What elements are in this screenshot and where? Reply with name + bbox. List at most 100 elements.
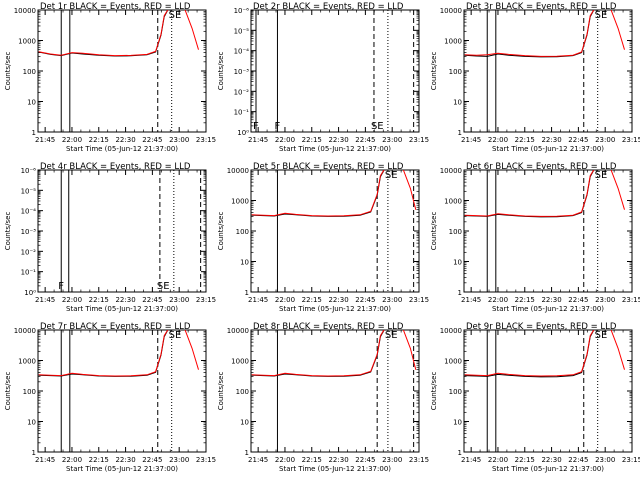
y-tick-label: 10000 [227,167,249,175]
plot-frame [250,9,420,133]
y-axis-label: Counts/sec [217,52,225,91]
x-tick-label: 21:45 [461,136,481,144]
plot-frame [250,169,420,293]
x-tick-label: 22:00 [275,456,295,464]
x-tick-label: 23:15 [622,136,640,144]
series-line-events [251,330,385,377]
y-tick-label: 10⁻² [234,88,250,96]
x-tick-label: 22:15 [89,136,109,144]
x-tick-label: 21:45 [35,456,55,464]
x-tick-label: 21:45 [35,136,55,144]
series-line-lld [251,170,417,217]
marker-label: SE [169,330,182,341]
series-line-events [464,330,595,378]
x-tick-label: 22:00 [488,136,508,144]
x-tick-label: 22:45 [142,456,162,464]
x-tick-label: 22:15 [302,456,322,464]
x-tick-label: 23:15 [196,296,216,304]
x-tick-label: 22:45 [568,456,588,464]
panel-det-9: 1 10 100 1000 10000 21:45 22:00 22:15 22:30 22:45… [430,322,640,473]
x-axis-label: Start Time (05-Jun-12 21:37:00) [66,305,178,313]
panel-title: Det 4r BLACK = Events, RED = LLD [40,162,191,172]
y-tick-label: 1 [458,449,462,457]
marker-label: F [274,121,280,132]
panel-title: Det 5r BLACK = Events, RED = LLD [253,162,404,172]
x-tick-label: 21:45 [35,296,55,304]
y-tick-label: 1000 [444,358,462,366]
marker-label: SE [595,330,608,341]
x-tick-label: 23:00 [595,136,615,144]
y-tick-label: 1000 [231,358,249,366]
plot-frame [37,169,207,293]
panel-det-7: 1 10 100 1000 10000 21:45 22:00 22:15 22:30 22:45… [4,322,216,473]
y-axis-label: Counts/sec [430,52,438,91]
x-tick-label: 22:45 [355,136,375,144]
y-tick-label: 10000 [227,327,249,335]
x-tick-label: 22:15 [302,296,322,304]
plot-frame [250,329,420,453]
series-line-lld [464,10,625,57]
y-tick-label: 10⁻³ [234,68,250,76]
x-tick-label: 23:00 [169,136,189,144]
x-tick-label: 22:30 [115,296,135,304]
y-axis-label: Counts/sec [217,212,225,251]
y-axis-label: Counts/sec [217,372,225,411]
x-tick-label: 22:15 [302,136,322,144]
x-tick-label: 23:15 [196,456,216,464]
y-axis-label: Counts/sec [430,212,438,251]
y-tick-label: 10000 [440,7,462,15]
x-tick-label: 22:30 [541,136,561,144]
y-tick-label: 1 [458,289,462,297]
marker-label: SE [157,281,170,292]
y-tick-label: 10⁻⁵ [21,187,37,195]
panel-title: Det 6r BLACK = Events, RED = LLD [466,162,617,172]
x-tick-label: 22:00 [62,136,82,144]
panel-det-2: 10⁰ 10⁻¹ 10⁻² 10⁻³ 10⁻⁴ 10⁻⁵ 10⁻⁶ 21:45 22:00 22:… [217,2,429,153]
y-tick-label: 10000 [440,167,462,175]
x-axis-label: Start Time (05-Jun-12 21:37:00) [66,465,178,473]
y-tick-label: 1000 [231,198,249,206]
x-tick-label: 21:45 [461,456,481,464]
series-line-events [464,170,595,218]
y-tick-label: 100 [449,68,462,76]
x-axis-label: Start Time (05-Jun-12 21:37:00) [279,465,391,473]
y-axis-label: Counts/sec [430,372,438,411]
series-line-events [464,10,595,58]
y-tick-label: 1 [32,129,36,137]
x-tick-label: 23:15 [409,296,429,304]
y-tick-label: 1 [245,289,249,297]
y-tick-label: 10000 [14,7,36,15]
x-axis-label: Start Time (05-Jun-12 21:37:00) [492,145,604,153]
x-axis-label: Start Time (05-Jun-12 21:37:00) [66,145,178,153]
plot-frame [463,9,633,133]
y-tick-label: 10⁻⁶ [234,7,250,15]
panel-title: Det 1r BLACK = Events, RED = LLD [40,2,191,12]
y-tick-label: 10 [453,259,462,267]
x-tick-label: 23:00 [595,456,615,464]
marker-label: SE [385,330,398,341]
x-tick-label: 22:30 [541,296,561,304]
panel-title: Det 7r BLACK = Events, RED = LLD [40,322,191,332]
y-tick-label: 10000 [440,327,462,335]
x-tick-label: 22:30 [328,456,348,464]
plot-frame [463,329,633,453]
y-tick-label: 1 [245,449,249,457]
y-tick-label: 10⁻⁵ [234,27,250,35]
x-tick-label: 22:00 [488,456,508,464]
panel-title: Det 2r BLACK = Events, RED = LLD [253,2,404,12]
x-tick-label: 22:30 [115,456,135,464]
x-tick-label: 21:45 [248,296,268,304]
x-tick-label: 22:45 [568,296,588,304]
x-tick-label: 22:30 [115,136,135,144]
y-tick-label: 1000 [444,38,462,46]
panel-det-6: 1 10 100 1000 10000 21:45 22:00 22:15 22:30 22:45… [430,162,640,313]
x-tick-label: 22:30 [328,296,348,304]
marker-label: SE [385,170,398,181]
y-tick-label: 100 [236,388,249,396]
x-tick-label: 22:15 [515,456,535,464]
y-tick-label: 10⁻⁴ [21,208,37,216]
x-tick-label: 22:45 [142,296,162,304]
x-tick-label: 22:15 [515,296,535,304]
panel-title: Det 3r BLACK = Events, RED = LLD [466,2,617,12]
